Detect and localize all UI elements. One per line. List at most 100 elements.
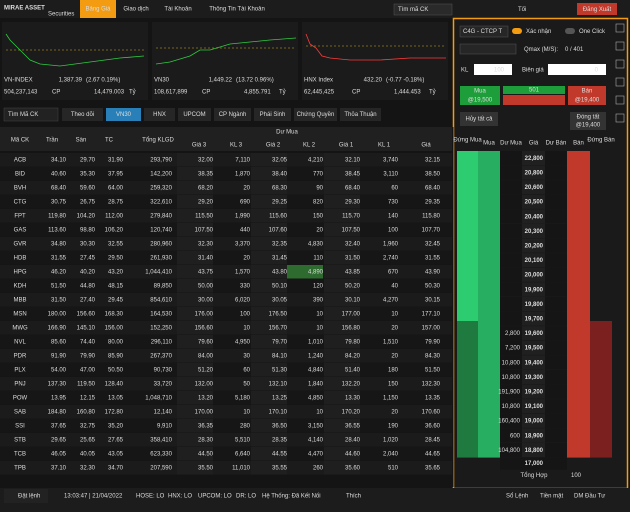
nav-item[interactable]: Giao dịch xyxy=(123,7,148,13)
stock-code[interactable]: SSI xyxy=(15,424,25,430)
tab[interactable] xyxy=(106,108,141,121)
cancel-all[interactable]: Hủy tất cả xyxy=(465,116,493,123)
close-all[interactable]: Đóng tất xyxy=(577,115,600,121)
icon[interactable] xyxy=(615,113,625,123)
buy-button[interactable] xyxy=(460,86,500,105)
stock-code[interactable]: SAB xyxy=(14,410,26,416)
stock-code[interactable]: GAS xyxy=(14,228,27,234)
sell-label[interactable]: Bán xyxy=(582,89,593,95)
table-row-bg xyxy=(0,209,452,223)
footer-link[interactable]: Sổ Lệnh xyxy=(506,493,528,500)
cell: 180 xyxy=(388,368,399,374)
cell: 29.30 xyxy=(345,200,361,206)
nav-item[interactable]: Bảng Giá xyxy=(85,7,111,13)
logout-button[interactable] xyxy=(577,3,617,15)
toolbar-search[interactable] xyxy=(3,107,59,122)
tab[interactable] xyxy=(254,108,291,121)
stock-code[interactable]: HPG xyxy=(13,270,26,276)
search-box[interactable] xyxy=(393,3,453,16)
toggle[interactable] xyxy=(565,28,575,34)
account-select[interactable] xyxy=(459,43,517,55)
stock-code[interactable]: TCB xyxy=(14,452,26,458)
cell: 156.00 xyxy=(105,326,124,332)
tab-label[interactable]: UPCOM xyxy=(183,112,205,118)
tab[interactable] xyxy=(144,108,175,121)
logout[interactable]: Đăng Xuất xyxy=(583,7,612,13)
sell-button[interactable] xyxy=(568,86,606,105)
cell-bg xyxy=(324,321,360,335)
cell-bg xyxy=(324,447,360,461)
cell: 68.30 xyxy=(272,186,288,192)
sell-col[interactable] xyxy=(567,151,590,458)
nav-item[interactable]: Tài Khoản xyxy=(164,7,191,13)
stock-code[interactable]: MWG xyxy=(12,326,28,332)
stock-code[interactable]: MBB xyxy=(13,298,26,304)
tab-label[interactable]: Phái Sinh xyxy=(260,112,286,118)
tab-label[interactable]: Thỏa Thuận xyxy=(344,111,376,118)
price-cell xyxy=(522,253,545,268)
cell: 26.75 xyxy=(80,200,96,206)
tab[interactable] xyxy=(62,108,103,121)
cell: 142,200 xyxy=(150,172,172,178)
stock-code[interactable]: FPT xyxy=(14,214,26,220)
buy-col[interactable] xyxy=(478,151,500,458)
tab-label[interactable]: Chứng Quyền xyxy=(297,112,335,118)
cancel-all-button[interactable] xyxy=(460,112,498,126)
footer-link[interactable]: Tiền mặt xyxy=(540,494,563,500)
stock-code[interactable]: PLX xyxy=(14,368,25,374)
symbol-select[interactable] xyxy=(459,25,509,38)
icon[interactable] xyxy=(615,95,625,105)
stock-code[interactable]: POW xyxy=(13,396,28,402)
tab-label[interactable]: Theo dõi xyxy=(71,112,94,118)
tab-label[interactable]: VN30 xyxy=(116,112,132,118)
nav-active[interactable] xyxy=(80,0,116,18)
stock-code[interactable]: CTG xyxy=(14,200,27,206)
stock-code[interactable]: ACB xyxy=(14,158,26,164)
stock-code[interactable]: PDR xyxy=(14,354,27,360)
qty-input[interactable] xyxy=(474,64,512,75)
tab[interactable] xyxy=(294,108,337,121)
toggle[interactable] xyxy=(512,28,522,34)
close-price[interactable]: @19,400 xyxy=(576,123,601,129)
ladder-price: 19,200 xyxy=(525,389,544,395)
theme-label[interactable]: Tối xyxy=(518,7,526,13)
tab[interactable] xyxy=(178,108,211,121)
cell: 1,150 xyxy=(383,396,399,402)
sparkline xyxy=(155,37,297,65)
band-input[interactable] xyxy=(548,64,606,75)
sell-price[interactable]: @19,400 xyxy=(575,98,600,104)
stock-code[interactable]: PNJ xyxy=(14,382,25,388)
footer-link[interactable]: DM Đầu Tư xyxy=(574,494,605,500)
stock-code[interactable]: KDH xyxy=(14,284,27,290)
stock-code[interactable]: HDB xyxy=(14,256,27,262)
stock-code[interactable]: NVL xyxy=(14,340,26,346)
stock-code[interactable]: BVH xyxy=(14,186,26,192)
cell-bg xyxy=(177,237,213,251)
icon[interactable] xyxy=(615,23,625,33)
close-all-button[interactable] xyxy=(570,112,606,130)
stock-code[interactable]: BID xyxy=(15,172,26,178)
cell: 180.00 xyxy=(48,312,67,318)
buy-price[interactable]: @19,500 xyxy=(468,98,493,104)
nav-item[interactable]: Thông Tin Tài Khoản xyxy=(209,7,265,13)
stock-code[interactable]: GVR xyxy=(13,242,27,248)
order-label[interactable]: Đặt lệnh xyxy=(18,494,40,500)
stock-code[interactable]: MSN xyxy=(13,312,26,318)
tab-label[interactable]: HNX xyxy=(153,112,166,118)
symbol[interactable]: C4G - CTCP T xyxy=(463,29,502,35)
icon[interactable] xyxy=(615,41,625,51)
stock-code[interactable]: TPB xyxy=(14,466,26,472)
icon[interactable] xyxy=(615,59,625,69)
like[interactable]: Thích xyxy=(346,494,361,500)
index-cards xyxy=(2,22,448,100)
tab[interactable] xyxy=(214,108,251,121)
cell: 50.10 xyxy=(272,284,288,290)
stock-code[interactable]: STB xyxy=(14,438,26,444)
order-button[interactable] xyxy=(4,489,48,503)
tab[interactable] xyxy=(340,108,381,121)
icon[interactable] xyxy=(615,77,625,87)
tab-label[interactable]: CP Ngành xyxy=(219,112,247,118)
cell: 115.80 xyxy=(422,214,441,220)
index-turnover-unit: Tỷ xyxy=(129,89,136,96)
buy-label[interactable]: Mua xyxy=(474,89,486,95)
